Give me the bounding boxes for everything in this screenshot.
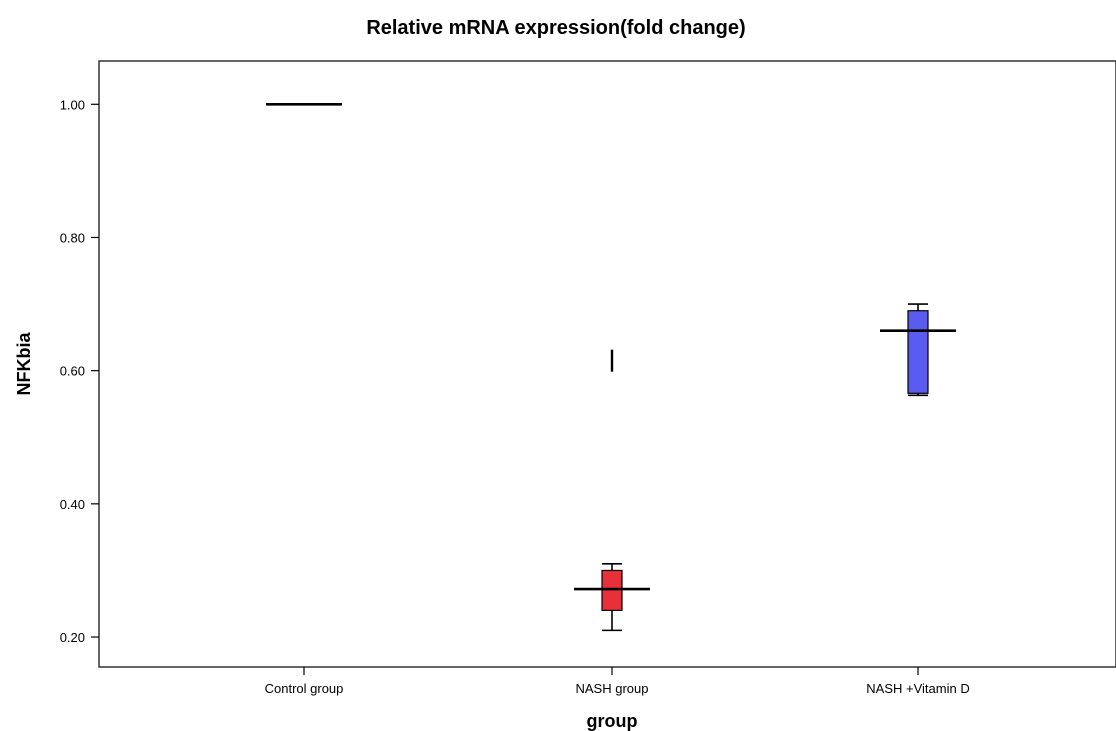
box-2 [574, 349, 650, 632]
x-tick-label: NASH +Vitamin D [866, 681, 969, 696]
interquartile-box [601, 569, 623, 611]
box-3 [880, 303, 956, 397]
box-series [266, 102, 956, 632]
x-axis-label: group [587, 711, 638, 731]
chart-title: Relative mRNA expression(fold change) [366, 17, 745, 39]
y-axis-label: NFKbia [14, 332, 34, 396]
y-tick-label: 0.20 [60, 630, 85, 645]
y-tick-label: 0.40 [60, 497, 85, 512]
y-tick-label: 0.60 [60, 364, 85, 379]
y-tick-label: 0.80 [60, 230, 85, 245]
y-tick-label: 1.00 [60, 97, 85, 112]
x-tick-label: Control group [265, 681, 344, 696]
x-tick-label: NASH group [576, 681, 649, 696]
plot-area-frame [98, 60, 1116, 668]
interquartile-box [907, 310, 929, 394]
y-axis-ticks: 0.20 0.40 0.60 0.80 1.00 [60, 97, 99, 645]
x-axis-ticks: Control group NASH group NASH +Vitamin D [265, 667, 970, 696]
